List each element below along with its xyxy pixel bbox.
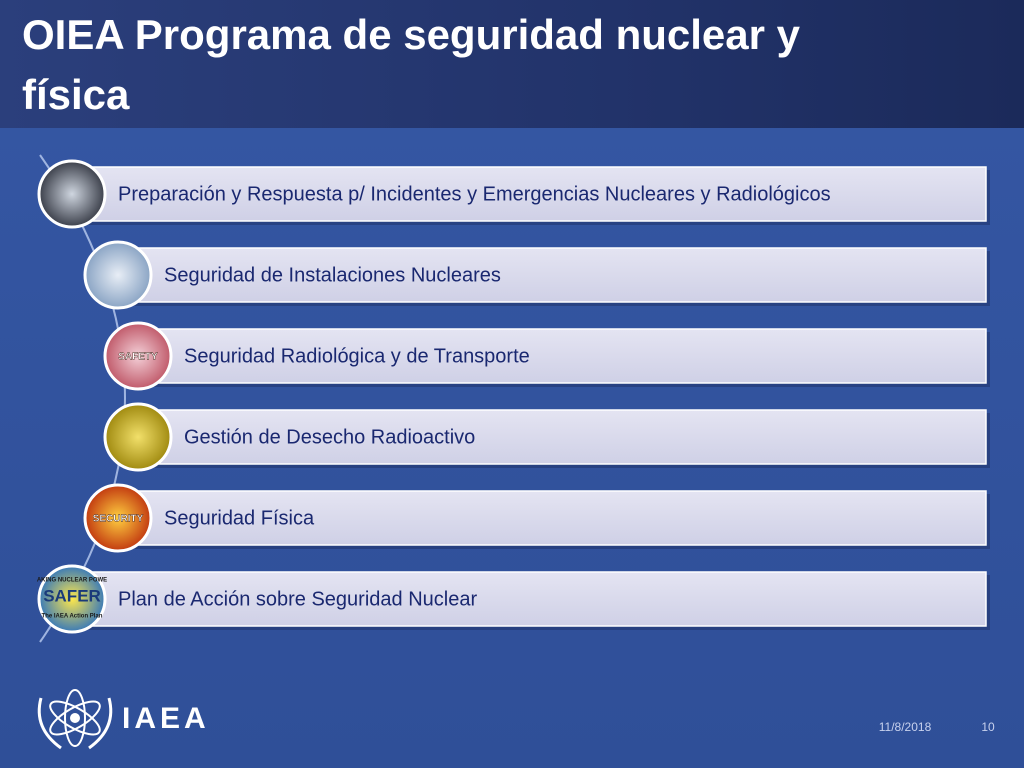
item-icon	[103, 321, 173, 391]
item-list: Preparación y Respuesta p/ Incidentes y …	[37, 159, 990, 634]
item-row: SAFER AKING NUCLEAR POWE The IAEA Action P…	[37, 564, 990, 634]
slide-title: OIEA Programa de seguridad nuclear y físi…	[22, 11, 801, 118]
item-label: Preparación y Respuesta p/ Incidentes y …	[118, 183, 831, 205]
item-bar	[71, 571, 987, 627]
item-icon	[37, 159, 107, 229]
item-bar	[71, 166, 987, 222]
icon-text: AKING NUCLEAR POWE	[37, 578, 107, 584]
slide-date: 11/8/2018	[879, 720, 932, 734]
item-row: Preparación y Respuesta p/ Incidentes y …	[37, 159, 990, 229]
icon-text: SAFER	[43, 586, 101, 605]
item-icon	[103, 402, 173, 472]
item-bar	[117, 490, 987, 546]
item-row: Gestión de Desecho Radioactivo	[103, 402, 990, 472]
item-bar	[137, 409, 987, 465]
icon-text: The IAEA Action Plan	[42, 614, 103, 620]
item-label: Plan de Acción sobre Seguridad Nuclear	[118, 588, 477, 610]
title-band	[0, 0, 1024, 128]
item-bar	[117, 247, 987, 303]
slide-number: 10	[981, 720, 995, 734]
icon-text: SAFETY	[118, 352, 158, 363]
item-icon	[83, 483, 153, 553]
item-bar	[137, 328, 987, 384]
item-label: Seguridad Física	[164, 507, 315, 529]
item-row: SECURITY Seguridad Física	[83, 483, 990, 553]
item-icon	[83, 240, 153, 310]
item-row: SAFETY Seguridad Radiológica y de Transpo…	[103, 321, 990, 391]
item-row: Seguridad de Instalaciones Nucleares	[83, 240, 990, 310]
item-label: Seguridad Radiológica y de Transporte	[184, 345, 530, 367]
logo-text: IAEA	[122, 702, 210, 735]
icon-text: SECURITY	[93, 514, 144, 525]
item-label: Seguridad de Instalaciones Nucleares	[164, 264, 501, 286]
item-label: Gestión de Desecho Radioactivo	[184, 426, 475, 448]
item-icon	[37, 564, 107, 634]
